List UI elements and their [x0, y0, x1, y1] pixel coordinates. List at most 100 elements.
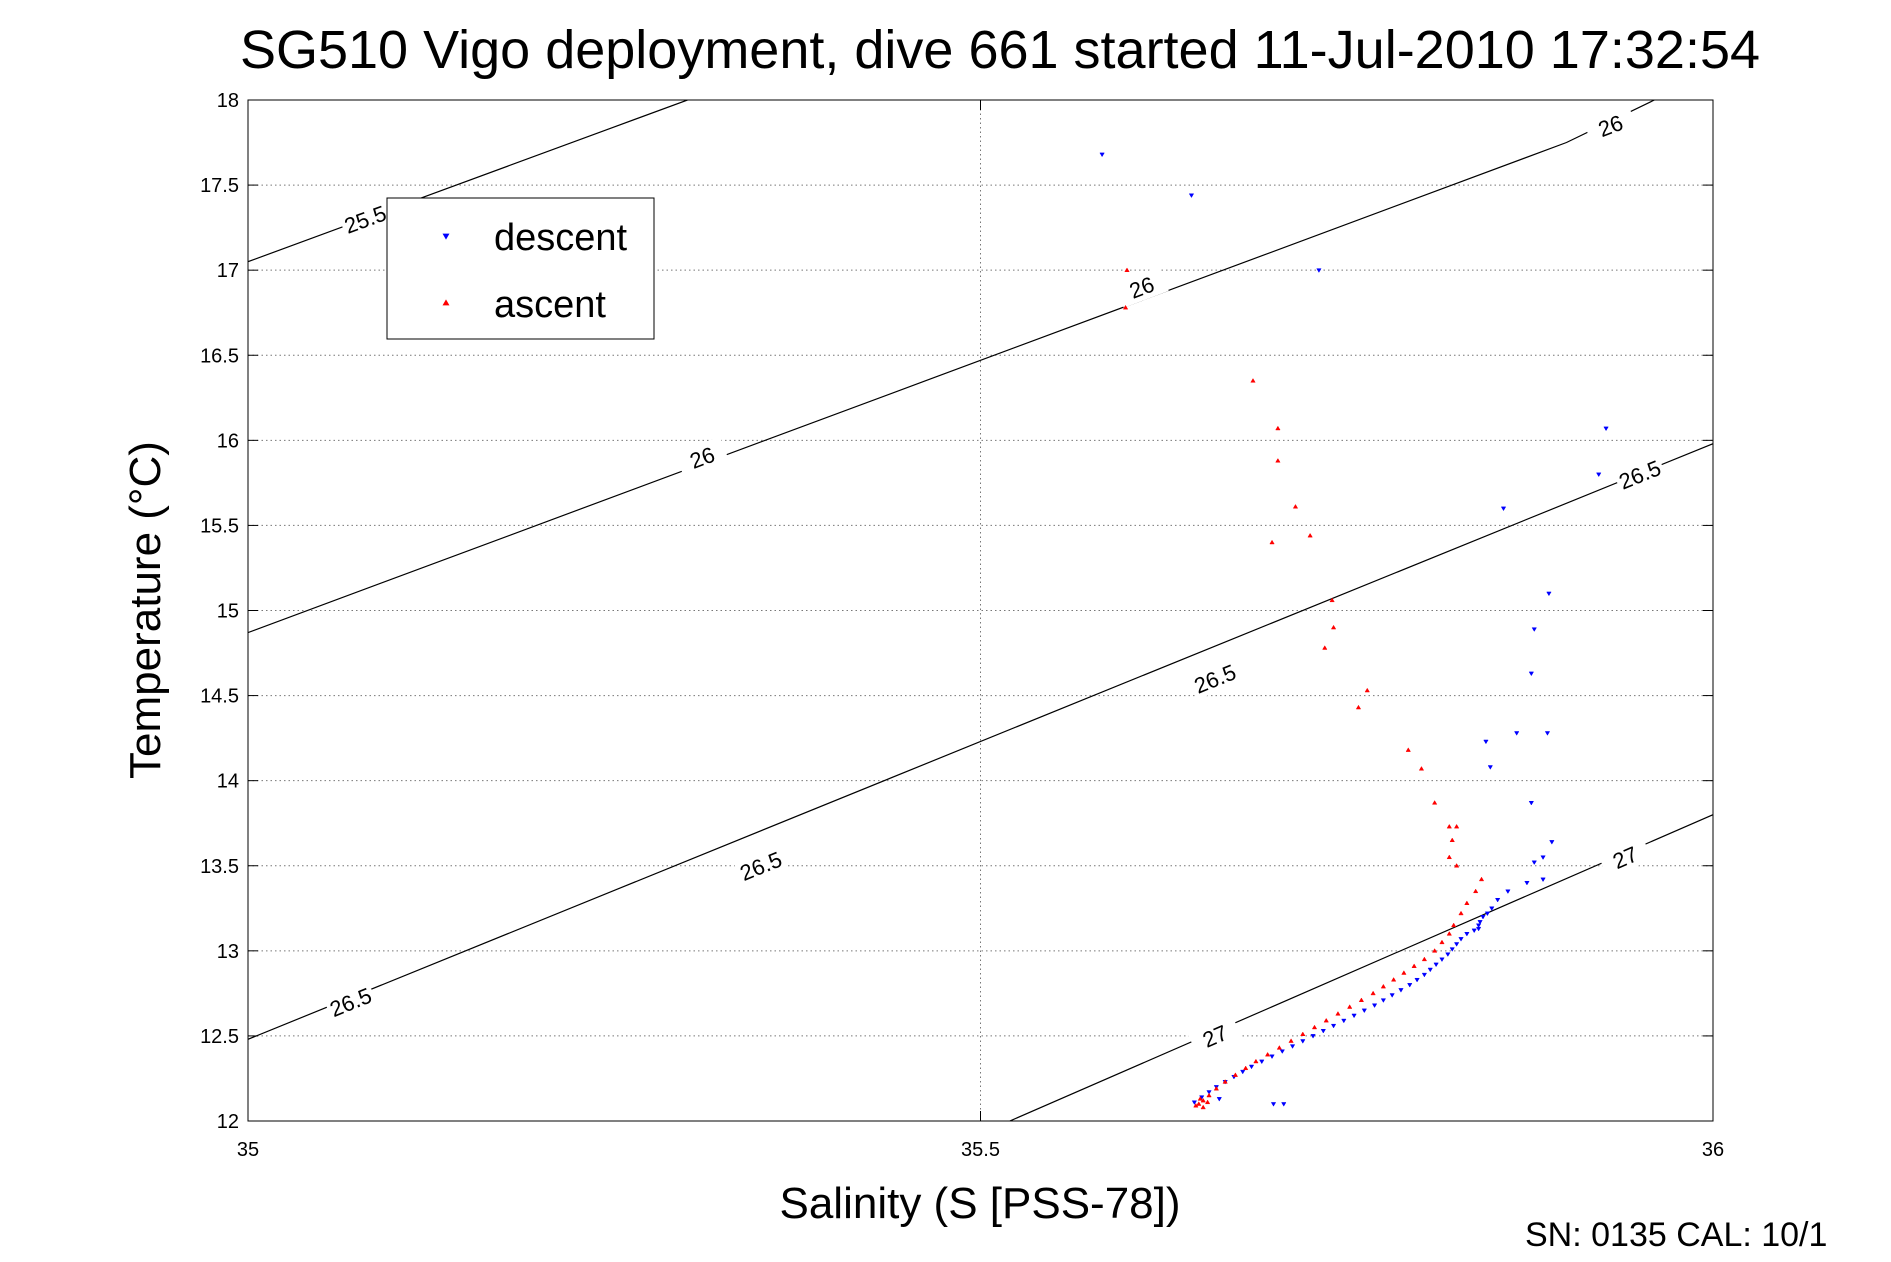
descent-point	[1524, 880, 1530, 886]
y-tick-label: 17.5	[200, 175, 239, 197]
ascent-point	[1307, 532, 1313, 538]
density-contour-line	[1009, 814, 1713, 1121]
ascent-point	[1405, 747, 1411, 752]
ascent-point	[1197, 1096, 1203, 1101]
descent-point	[1453, 942, 1460, 947]
y-tick-label: 12	[217, 1111, 239, 1133]
descent-point	[1414, 977, 1420, 983]
descent-point	[1248, 1064, 1255, 1070]
ascent-point	[1453, 863, 1460, 868]
ascent-point	[1275, 425, 1281, 431]
descent-point	[1477, 920, 1483, 925]
contour-label-background	[1114, 266, 1169, 308]
ascent-point	[1411, 963, 1417, 968]
ascent-point	[1473, 888, 1479, 894]
legend-ascent-marker	[442, 299, 450, 306]
descent-point	[1471, 928, 1477, 934]
ascent-point	[1276, 1045, 1282, 1050]
descent-point	[1270, 1102, 1277, 1107]
descent-point	[1546, 591, 1552, 597]
descent-point	[1603, 426, 1609, 432]
descent-point	[1421, 972, 1428, 978]
legend-ascent-label: ascent	[494, 284, 606, 326]
y-tick-label: 13.5	[200, 856, 239, 878]
descent-point	[1300, 1039, 1306, 1044]
descent-point	[1544, 731, 1551, 736]
descent-point	[1540, 877, 1546, 883]
descent-point	[1099, 152, 1105, 158]
descent-point	[1531, 860, 1537, 866]
ascent-point	[1330, 624, 1337, 630]
ascent-point	[1253, 1058, 1259, 1064]
descent-point	[1398, 988, 1404, 993]
data-points	[1099, 152, 1609, 1110]
descent-point	[1596, 472, 1602, 478]
descent-point	[1528, 800, 1534, 806]
descent-point	[1433, 962, 1439, 968]
descent-point	[1458, 937, 1464, 942]
contour-label-background	[1187, 1014, 1243, 1058]
ascent-point	[1451, 922, 1457, 928]
contour-label-background	[675, 436, 730, 479]
descent-point	[1475, 923, 1482, 929]
ascent-point	[1269, 539, 1275, 545]
contour-label-background	[323, 980, 378, 1023]
ascent-point	[1122, 304, 1129, 310]
descent-point	[1216, 1097, 1222, 1102]
contour-label-background	[733, 844, 788, 887]
contour-label-background	[338, 198, 393, 240]
y-tick-label: 16.5	[200, 345, 239, 367]
x-axis-ticks: 35 35.5 36	[237, 100, 1724, 1161]
descent-point	[1361, 1008, 1367, 1014]
ascent-point	[1453, 823, 1460, 829]
descent-point	[1514, 731, 1520, 736]
descent-point	[1341, 1018, 1347, 1024]
density-contour-line	[248, 100, 688, 263]
ascent-point	[1355, 704, 1362, 710]
descent-point	[1351, 1013, 1357, 1019]
descent-point	[1281, 1102, 1287, 1107]
ascent-point	[1439, 939, 1445, 945]
ascent-point	[1196, 1101, 1202, 1106]
legend: descent ascent	[386, 197, 655, 340]
ascent-point	[1446, 854, 1452, 860]
descent-point	[1206, 1090, 1212, 1095]
descent-point	[1445, 952, 1451, 957]
ascent-point	[1432, 800, 1438, 805]
descent-point	[1495, 897, 1501, 903]
descent-point	[1191, 1100, 1198, 1105]
descent-point	[1330, 1023, 1337, 1029]
ascent-point	[1478, 876, 1485, 882]
descent-point	[1279, 1049, 1285, 1054]
ascent-point	[1222, 1079, 1228, 1084]
descent-point	[1259, 1059, 1265, 1065]
y-tick-label: 14.5	[200, 686, 239, 708]
descent-point	[1528, 671, 1534, 677]
ascent-point	[1322, 645, 1328, 650]
contour-label-background	[1612, 453, 1667, 496]
ascent-point	[1458, 910, 1464, 916]
descent-point	[1540, 855, 1546, 860]
ascent-point	[1204, 1099, 1211, 1105]
descent-point	[1531, 627, 1537, 632]
x-tick-label: 36	[1702, 1139, 1724, 1161]
ascent-point	[1232, 1072, 1239, 1077]
descent-point	[1310, 1034, 1316, 1039]
ascent-point	[1275, 458, 1281, 463]
descent-point	[1480, 915, 1486, 920]
y-axis-label: Temperature (°C)	[121, 441, 170, 779]
y-tick-label: 14	[217, 771, 239, 793]
ascent-point	[1449, 837, 1455, 843]
legend-box	[386, 197, 655, 340]
descent-point	[1500, 506, 1507, 512]
ascent-point	[1464, 900, 1470, 905]
ascent-point	[1265, 1051, 1271, 1057]
descent-point	[1371, 1003, 1378, 1008]
ascent-point	[1421, 956, 1428, 962]
ascent-point	[1358, 997, 1365, 1002]
descent-point	[1549, 840, 1555, 845]
ascent-point	[1213, 1085, 1220, 1091]
descent-point	[1407, 983, 1413, 988]
ascent-point	[1193, 1102, 1199, 1108]
